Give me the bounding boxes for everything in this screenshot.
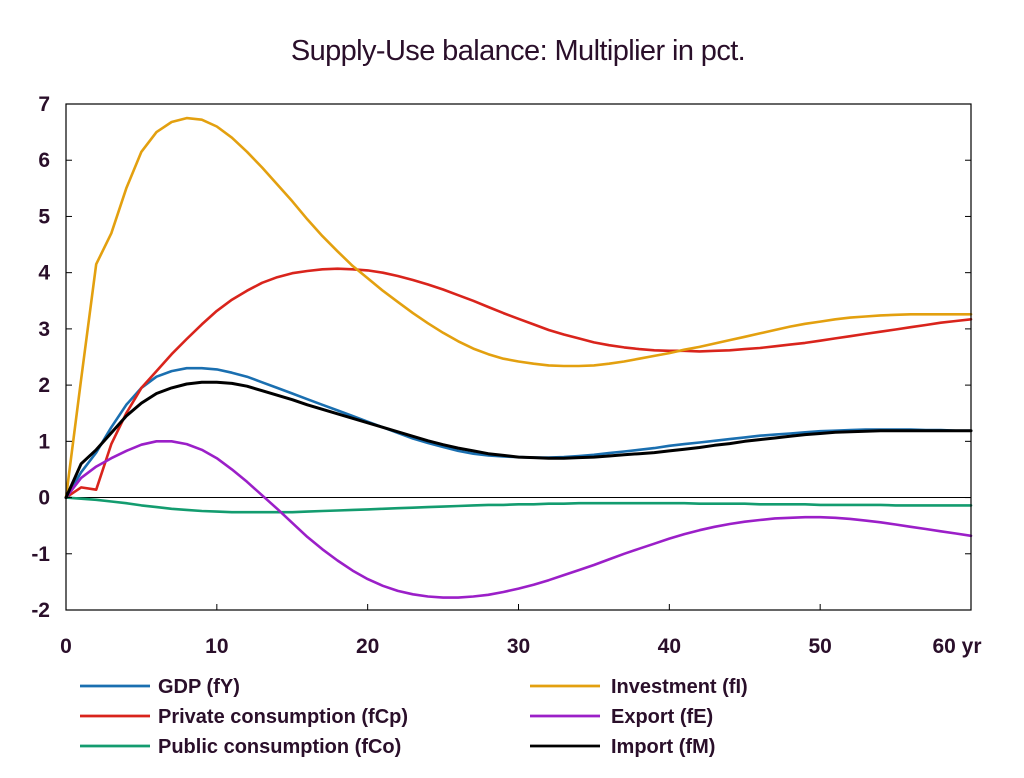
y-tick-label: 2 [38, 374, 50, 397]
y-tick-label: 1 [38, 430, 50, 453]
y-tick-label: 0 [38, 487, 50, 510]
legend-label-import-fm: Import (fM) [611, 736, 715, 758]
x-tick-label: 10 [205, 635, 228, 658]
y-tick-label: 3 [38, 318, 50, 341]
series-layer [64, 116, 973, 599]
series-line-investment-fi [64, 116, 973, 499]
x-tick-label: 50 [808, 635, 831, 658]
series-line-private-consumption-fcp [64, 267, 973, 499]
x-tick-label: 20 [356, 635, 379, 658]
legend-label-gdp-fy: GDP (fY) [158, 676, 240, 698]
axis-ticks: -2 -1 0 1 2 3 4 5 6 7 0 10 20 30 40 50 60 yr [31, 93, 981, 658]
plot-frame [65, 103, 972, 611]
series-line-public-consumption-fco [64, 496, 973, 514]
legend: GDP (fY) Private consumption (fCp) Public … [80, 676, 748, 758]
y-tick-label: -2 [31, 599, 50, 622]
y-tick-label: 4 [38, 262, 50, 285]
legend-label-export-fe: Export (fE) [611, 706, 713, 728]
chart-title: Supply-Use balance: Multiplier in pct. [291, 35, 745, 67]
series-line-import-fm [64, 380, 973, 500]
series-line-export-fe [64, 439, 973, 599]
x-tick-label: 40 [658, 635, 681, 658]
plot-area: -2 -1 0 1 2 3 4 5 6 7 0 10 20 30 40 50 60 yr [31, 93, 981, 658]
y-tick-label: 6 [38, 149, 50, 172]
x-tick-label: 30 [507, 635, 530, 658]
y-tick-label: 7 [38, 93, 50, 116]
y-tick-label: 5 [38, 205, 50, 228]
x-tick-label: 0 [60, 635, 72, 658]
legend-label-private-consumption-fcp: Private consumption (fCp) [158, 706, 408, 728]
x-tick-label: 60 yr [932, 635, 981, 658]
y-tick-label: -1 [31, 543, 50, 566]
legend-label-public-consumption-fco: Public consumption (fCo) [158, 736, 401, 758]
legend-label-investment-fi: Investment (fI) [611, 676, 748, 698]
